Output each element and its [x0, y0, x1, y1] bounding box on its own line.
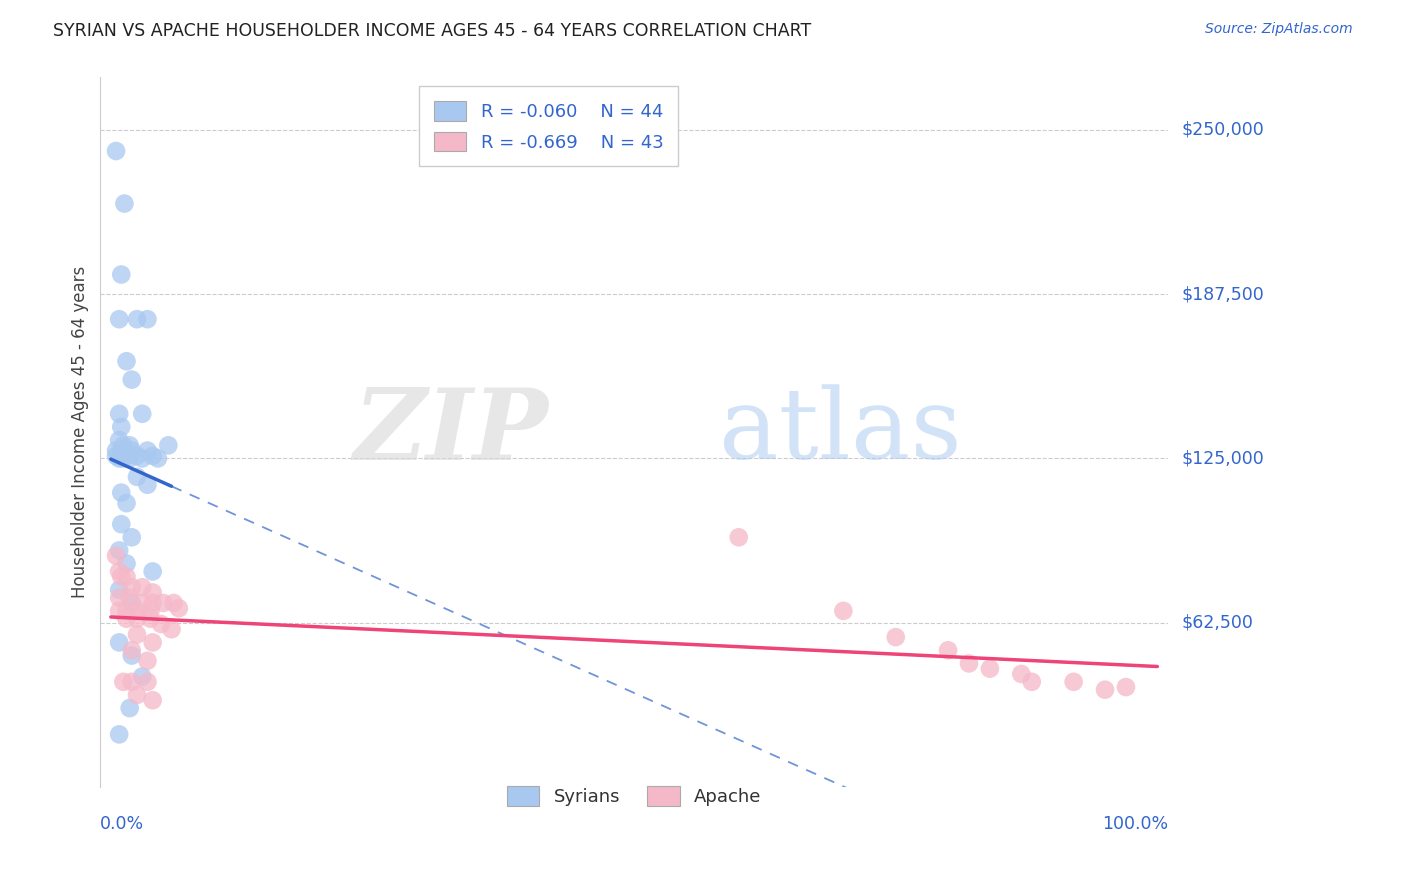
Point — [108, 604, 131, 618]
Point — [131, 669, 153, 683]
Point — [121, 674, 143, 689]
Point — [115, 557, 138, 571]
Point — [125, 612, 148, 626]
Point — [131, 407, 153, 421]
Point — [125, 449, 148, 463]
Point — [142, 449, 165, 463]
Point — [162, 596, 184, 610]
Text: SYRIAN VS APACHE HOUSEHOLDER INCOME AGES 45 - 64 YEARS CORRELATION CHART: SYRIAN VS APACHE HOUSEHOLDER INCOME AGES… — [53, 22, 811, 40]
Point — [125, 688, 148, 702]
Text: $187,500: $187,500 — [1181, 285, 1264, 303]
Point — [146, 451, 169, 466]
Point — [142, 565, 165, 579]
Text: atlas: atlas — [720, 384, 962, 480]
Point — [115, 612, 138, 626]
Point — [1094, 682, 1116, 697]
Point — [108, 591, 131, 605]
Point — [121, 580, 143, 594]
Point — [108, 727, 131, 741]
Point — [1063, 674, 1085, 689]
Point — [121, 530, 143, 544]
Point — [150, 617, 173, 632]
Point — [136, 312, 159, 326]
Point — [110, 517, 132, 532]
Point — [136, 443, 159, 458]
Point — [136, 654, 159, 668]
Point — [136, 674, 159, 689]
Point — [108, 451, 131, 466]
Point — [1115, 680, 1137, 694]
Point — [108, 312, 131, 326]
Point — [131, 451, 153, 466]
Point — [125, 312, 148, 326]
Point — [110, 443, 132, 458]
Point — [727, 530, 749, 544]
Point — [131, 580, 153, 594]
Point — [142, 596, 165, 610]
Point — [108, 407, 131, 421]
Point — [936, 643, 959, 657]
Point — [110, 268, 132, 282]
Text: $125,000: $125,000 — [1181, 450, 1264, 467]
Point — [105, 549, 128, 563]
Y-axis label: Householder Income Ages 45 - 64 years: Householder Income Ages 45 - 64 years — [72, 266, 89, 599]
Point — [110, 420, 132, 434]
Point — [112, 674, 135, 689]
Point — [160, 622, 183, 636]
Point — [131, 596, 153, 610]
Point — [121, 643, 143, 657]
Point — [142, 693, 165, 707]
Point — [110, 485, 132, 500]
Point — [115, 604, 138, 618]
Point — [118, 591, 141, 605]
Point — [142, 585, 165, 599]
Legend: Syrians, Apache: Syrians, Apache — [492, 772, 776, 821]
Point — [139, 612, 162, 626]
Point — [832, 604, 855, 618]
Point — [118, 701, 141, 715]
Text: Source: ZipAtlas.com: Source: ZipAtlas.com — [1205, 22, 1353, 37]
Point — [108, 433, 131, 447]
Point — [112, 451, 135, 466]
Point — [112, 196, 135, 211]
Point — [1010, 667, 1032, 681]
Point — [121, 648, 143, 663]
Point — [105, 144, 128, 158]
Point — [108, 565, 131, 579]
Point — [108, 543, 131, 558]
Point — [115, 496, 138, 510]
Point — [115, 449, 138, 463]
Point — [884, 630, 907, 644]
Point — [152, 596, 174, 610]
Point — [112, 438, 135, 452]
Text: 0.0%: 0.0% — [100, 815, 145, 833]
Point — [121, 596, 143, 610]
Point — [121, 373, 143, 387]
Point — [115, 570, 138, 584]
Text: $62,500: $62,500 — [1181, 614, 1254, 632]
Text: ZIP: ZIP — [354, 384, 548, 481]
Point — [115, 354, 138, 368]
Point — [108, 635, 131, 649]
Point — [110, 570, 132, 584]
Point — [167, 601, 190, 615]
Point — [142, 635, 165, 649]
Point — [108, 582, 131, 597]
Point — [125, 604, 148, 618]
Text: 100.0%: 100.0% — [1102, 815, 1168, 833]
Text: $250,000: $250,000 — [1181, 121, 1264, 139]
Point — [1021, 674, 1043, 689]
Point — [136, 477, 159, 491]
Point — [979, 662, 1001, 676]
Point — [957, 657, 980, 671]
Point — [105, 449, 128, 463]
Point — [125, 627, 148, 641]
Point — [125, 470, 148, 484]
Point — [118, 438, 141, 452]
Point — [157, 438, 180, 452]
Point — [121, 443, 143, 458]
Point — [118, 451, 141, 466]
Point — [139, 604, 162, 618]
Point — [105, 443, 128, 458]
